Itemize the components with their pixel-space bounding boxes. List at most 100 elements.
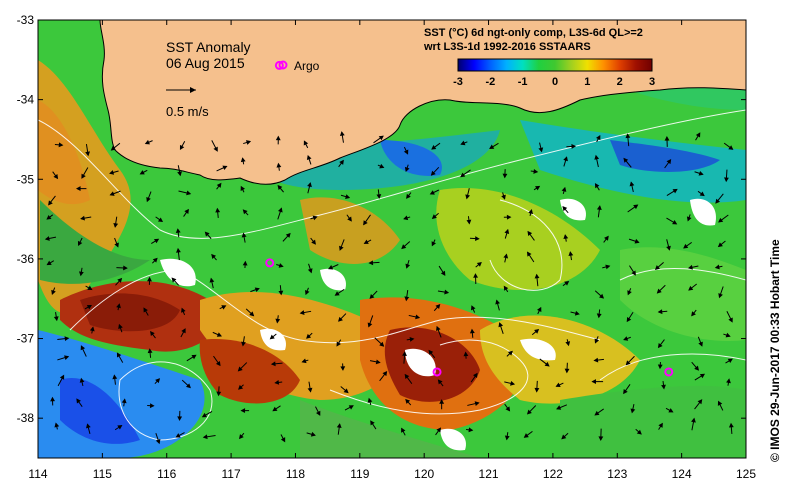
current-vector-head (527, 230, 533, 237)
colorbar-tick-label: 1 (584, 76, 590, 88)
current-vector-head (631, 270, 636, 276)
current-vector-head (181, 328, 186, 334)
current-vector-head (561, 186, 567, 192)
current-vector-head (76, 398, 81, 404)
current-vector-head (274, 379, 280, 385)
current-vector-head (605, 264, 611, 270)
current-vector-head (275, 318, 281, 324)
current-vector-head (109, 191, 115, 196)
current-vector-head (598, 436, 604, 441)
current-vector-head (564, 368, 570, 374)
colorbar-ticks: -3 -2 -1 0 1 2 3 (453, 76, 655, 88)
current-vector-head (672, 188, 678, 194)
current-vector-head (623, 157, 629, 163)
current-vector-head (367, 397, 373, 403)
current-vector-head (149, 403, 155, 409)
colorbar-tick-label: 3 (649, 76, 655, 88)
current-vector-head (184, 208, 189, 214)
current-vector-head (724, 177, 729, 183)
current-vector-head (695, 132, 701, 138)
current-vector-head (311, 239, 316, 245)
current-vector-head (209, 277, 215, 283)
current-vector-head (431, 145, 437, 150)
current-vector-head (64, 355, 70, 360)
current-vector-head (238, 384, 244, 390)
current-vector-head (463, 351, 469, 357)
current-vector-head (686, 216, 692, 222)
velocity-scale: 0.5 m/s (166, 87, 209, 119)
current-vector-head (728, 145, 734, 150)
current-vector-head (339, 131, 345, 136)
current-vector-head (633, 204, 639, 210)
current-vector-head (468, 427, 474, 433)
current-vector-head (339, 159, 344, 165)
current-vector-head (697, 399, 703, 405)
current-vector-head (306, 333, 312, 339)
current-vector-head (501, 194, 506, 200)
current-vector-head (215, 361, 221, 367)
current-vector-head (50, 396, 55, 402)
current-vector-head (143, 307, 148, 313)
current-vector-head (528, 209, 533, 215)
current-vector-head (369, 293, 375, 299)
current-vector-head (312, 215, 318, 221)
current-vector-head (538, 147, 544, 153)
current-vector-head (87, 285, 93, 291)
current-vector-head (565, 341, 571, 347)
current-vector-head (594, 154, 600, 160)
colorbar-tick-label: 0 (552, 76, 558, 88)
current-vector-head (460, 140, 466, 146)
current-vector-head (714, 264, 720, 270)
current-vector-head (280, 437, 286, 443)
current-vector-head (568, 251, 574, 257)
current-vector-head (81, 173, 86, 179)
argo-legend: Argo (278, 59, 320, 73)
current-vector-head (657, 364, 663, 370)
contour-lines (38, 109, 746, 441)
contour-line (619, 267, 746, 281)
current-vector-head (563, 234, 569, 240)
current-vector-head (171, 277, 177, 283)
current-vector-head (46, 260, 52, 266)
current-vector-head (254, 287, 260, 293)
no-data-gap (320, 268, 346, 291)
current-vector-head (202, 434, 208, 440)
current-vector-head (409, 336, 415, 342)
current-vector-head (363, 239, 369, 244)
current-vector-head (116, 352, 122, 358)
y-tick-label: -35 (17, 172, 35, 186)
current-vector-head (275, 135, 281, 141)
anomaly-patch (436, 188, 600, 290)
current-vector-head (495, 299, 500, 305)
current-vector-head (310, 431, 316, 437)
current-vector-head (175, 228, 181, 234)
current-vector-head (269, 334, 275, 340)
current-vector-head (222, 165, 228, 171)
current-vector-head (80, 215, 85, 221)
current-vector-head (694, 365, 700, 371)
colorbar-tick-label: 2 (617, 76, 623, 88)
current-vector-head (563, 156, 568, 162)
current-vector-head (594, 183, 600, 189)
current-vector-head (370, 420, 375, 426)
current-vector-head (625, 360, 631, 366)
argo-legend-label: Argo (294, 59, 320, 73)
current-vector-head (657, 309, 663, 315)
current-vector-head (431, 214, 437, 220)
current-vector-head (475, 236, 480, 242)
current-vector-head (240, 408, 246, 414)
x-tick-label: 121 (479, 467, 499, 481)
current-vector-head (474, 401, 480, 406)
current-vector-head (59, 374, 65, 380)
y-tick-label: -38 (17, 411, 35, 425)
current-vector-head (460, 172, 466, 178)
current-vector-head (144, 139, 150, 145)
copyright-credit: © IMOS 29-Jun-2017 00:33 Hobart Time (768, 239, 782, 462)
current-vector-head (117, 425, 123, 430)
current-vector-head (594, 338, 600, 344)
current-vector-head (175, 433, 181, 438)
anomaly-patch (380, 140, 442, 176)
x-tick-label: 122 (543, 467, 563, 481)
current-vector-head (504, 228, 510, 234)
current-vector-head (114, 242, 119, 248)
